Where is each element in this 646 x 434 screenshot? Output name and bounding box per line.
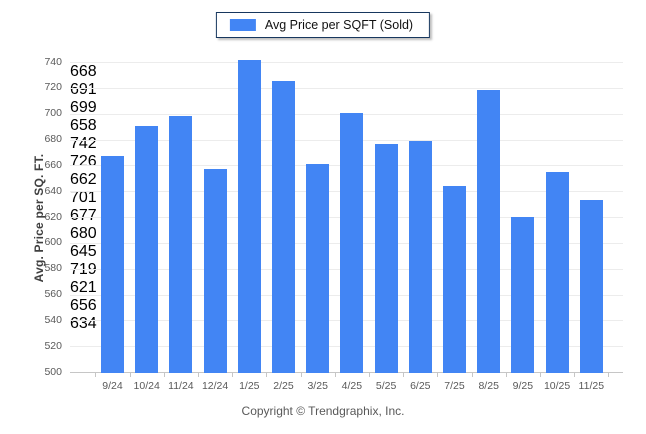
bar (135, 126, 159, 373)
x-axis-tick-label: 6/25 (410, 379, 431, 392)
gridline (70, 62, 623, 63)
gridline (70, 87, 623, 89)
bar-value-label: 680 (70, 225, 97, 242)
y-axis-tick-label: 620 (44, 210, 62, 223)
x-axis-tick-mark (163, 373, 165, 377)
x-axis-tick-mark (300, 373, 302, 377)
bar (443, 185, 466, 373)
x-axis-tick-label: 7/25 (444, 379, 465, 392)
bar (374, 144, 398, 373)
bar-value-label: 701 (70, 189, 97, 206)
y-axis-tick-label: 600 (44, 236, 62, 249)
bar (477, 90, 501, 373)
bar-value-label: 699 (70, 99, 97, 116)
legend-label: Avg Price per SQFT (Sold) (264, 18, 414, 32)
x-axis-tick-mark (437, 373, 439, 377)
x-axis-tick-mark (574, 373, 576, 377)
x-axis-tick-mark (129, 373, 131, 377)
x-axis-tick-mark (232, 373, 234, 377)
copyright-text: Copyright © Trendgraphix, Inc. (241, 404, 405, 418)
bar-value-label: 656 (70, 297, 97, 314)
bar (511, 216, 535, 373)
y-axis-tick-label: 580 (44, 262, 62, 275)
bar-value-label: 677 (70, 207, 97, 224)
bar (408, 140, 432, 373)
bar-value-label: 691 (70, 81, 97, 98)
bar-value-label: 658 (70, 117, 97, 134)
x-axis-tick-label: 8/25 (478, 379, 499, 392)
bar-value-label: 742 (70, 135, 97, 152)
y-axis-tick-label: 740 (44, 55, 62, 68)
bar-value-label: 634 (70, 315, 97, 332)
x-axis-tick-mark (540, 373, 541, 377)
x-axis-tick-mark (471, 373, 473, 377)
y-axis-tick-label: 720 (44, 81, 62, 94)
bar (545, 171, 569, 373)
bar-value-label: 621 (70, 279, 97, 296)
x-axis-tick-mark (403, 373, 405, 377)
x-axis-tick-label: 10/24 (133, 379, 160, 392)
bar-value-label: 662 (70, 171, 97, 188)
x-axis-tick-mark (334, 373, 336, 377)
x-axis-tick-label: 9/24 (102, 379, 123, 392)
x-axis-tick-mark (266, 373, 268, 377)
bar (306, 163, 330, 373)
x-axis-tick-label: 10/25 (543, 379, 571, 392)
bar (272, 81, 295, 373)
bar-value-label: 668 (70, 63, 97, 80)
bar (340, 113, 364, 373)
x-axis-tick-label: 2/25 (273, 379, 294, 392)
chart-legend: Avg Price per SQFT (Sold) (215, 12, 431, 38)
x-axis-tick-mark (608, 373, 610, 377)
x-axis-tick-label: 9/25 (512, 379, 534, 392)
y-axis-tick-label: 680 (44, 133, 62, 145)
x-axis-tick-label: 4/25 (341, 379, 363, 392)
bar (237, 60, 261, 373)
x-axis-tick-label: 11/24 (168, 379, 194, 392)
bar-value-label: 645 (70, 243, 97, 260)
x-axis-tick-label: 11/25 (578, 379, 605, 392)
y-axis-tick-label: 560 (44, 288, 62, 300)
bar (169, 115, 193, 373)
x-axis-tick-mark (505, 373, 507, 377)
legend-swatch-icon (229, 18, 256, 31)
y-axis-tick-label: 640 (44, 184, 62, 197)
bar (101, 156, 124, 373)
x-axis-tick-mark (369, 373, 370, 377)
y-axis-tick-label: 700 (44, 107, 62, 120)
y-axis-tick-label: 660 (44, 158, 62, 171)
x-axis-tick-label: 12/24 (201, 379, 229, 392)
x-axis-tick-label: 1/25 (239, 379, 260, 392)
y-axis-tick-label: 540 (44, 313, 62, 326)
x-axis-tick-mark (95, 373, 97, 377)
x-axis-tick-label: 5/25 (375, 379, 397, 392)
x-axis-tick-mark (198, 373, 199, 377)
bar (203, 168, 227, 373)
y-axis-tick-label: 520 (44, 339, 62, 352)
bar (579, 199, 603, 373)
x-axis-tick-label: 3/25 (307, 379, 328, 392)
plot-area: 500 520 540 560 580 600 620 640 660 680 700 720 740 6… (44, 56, 623, 391)
y-axis-tick-label: 500 (44, 365, 62, 378)
